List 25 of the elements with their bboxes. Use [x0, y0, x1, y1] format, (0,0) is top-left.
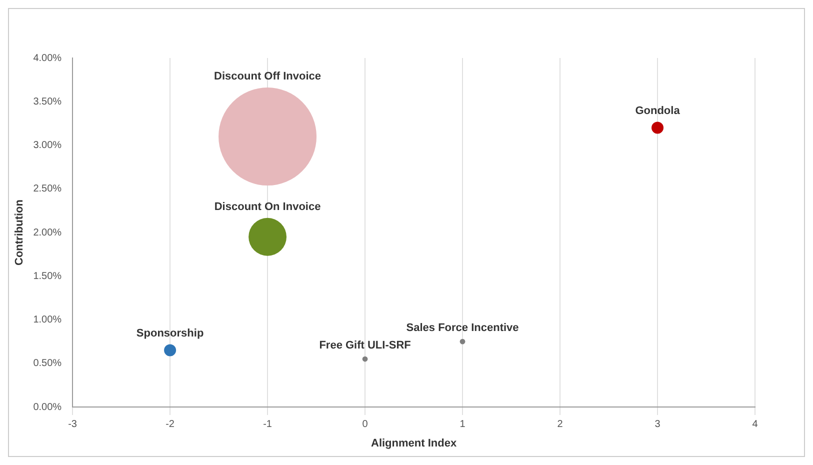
x-tick-label: -3: [68, 418, 78, 430]
y-tick-label: 1.00%: [33, 314, 62, 326]
y-tick-label: 3.50%: [33, 96, 62, 108]
series-label: Free Gift ULI-SRF: [319, 339, 412, 352]
x-tick-label: 3: [654, 418, 661, 430]
x-tick-label: 2: [557, 418, 564, 430]
x-axis-title: Alignment Index: [370, 438, 458, 450]
x-tick-label: 0: [362, 418, 368, 430]
series-label: Discount Off Invoice: [214, 70, 322, 83]
x-tick-label: -1: [263, 418, 272, 430]
y-tick-label: 3.00%: [33, 140, 62, 151]
y-axis-title: Contribution: [14, 199, 26, 266]
y-tick-label: 4.00%: [33, 52, 62, 64]
y-tick-label: 0.00%: [33, 402, 62, 413]
y-tick-label: 1.50%: [33, 270, 62, 282]
y-tick-label: 2.50%: [33, 184, 62, 195]
series-label: Sales Force Incentive: [406, 322, 519, 334]
y-tick-label: 2.00%: [33, 227, 62, 238]
x-tick-label: -2: [166, 418, 175, 430]
y-tick-label: 0.50%: [33, 358, 62, 370]
x-tick-label: 4: [752, 418, 758, 430]
series-label: Gondola: [635, 104, 681, 117]
x-tick-label: 1: [460, 418, 466, 430]
series-label: Sponsorship: [136, 327, 204, 340]
series-label: Discount On Invoice: [214, 200, 321, 213]
